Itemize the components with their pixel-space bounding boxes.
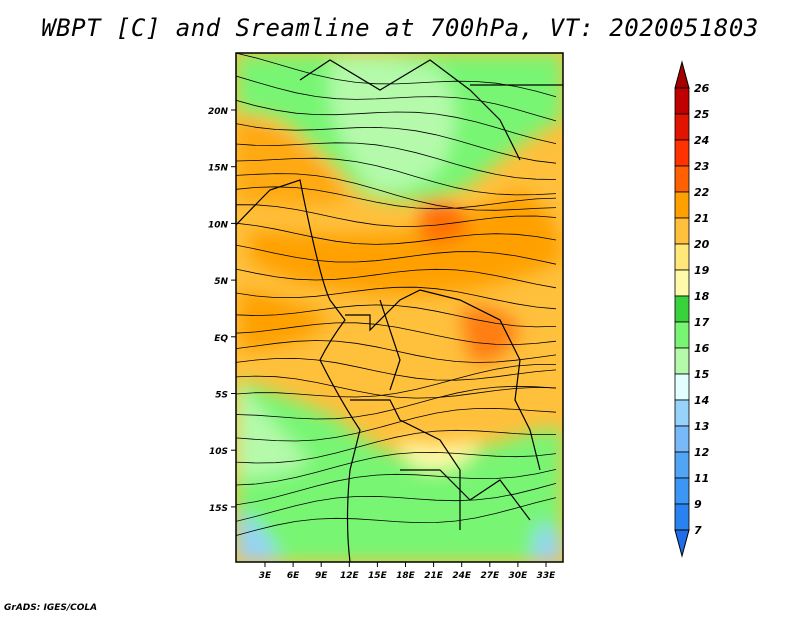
streamline (236, 364, 557, 402)
colorbar-arrow-up (674, 60, 690, 89)
plot-title: WBPT [C] and Sreamline at 700hPa, VT: 20… (41, 14, 759, 42)
latitude-axis: 20N 15N 10N 5N EQ 5S 10S 15S (208, 107, 236, 514)
colorbar-label: 22 (694, 186, 710, 199)
colorbar: 26 25 24 23 22 21 20 19 18 17 16 15 14 13 12 11 9 7 (674, 60, 710, 558)
streamline (236, 429, 557, 464)
streamline (236, 469, 557, 506)
colorbar-label: 14 (694, 394, 709, 407)
colorbar-segment (674, 113, 690, 141)
colorbar-label: 24 (694, 134, 709, 147)
colorbar-segment (674, 191, 690, 219)
colorbar-segment (674, 347, 690, 375)
credit-text: GrADS: IGES/COLA (4, 603, 98, 613)
lat-label: 5N (214, 277, 228, 287)
colorbar-label: 9 (694, 498, 702, 511)
lon-label: 3E (259, 571, 272, 581)
lat-label: 15N (208, 164, 229, 174)
streamline (236, 340, 557, 363)
colorbar-segment (674, 425, 690, 453)
country-borders (236, 59, 563, 562)
colorbar-segment (674, 87, 690, 115)
colorbar-label: 20 (694, 238, 710, 251)
colorbar-segment (674, 451, 690, 479)
streamline (236, 136, 557, 180)
lon-label: 24E (452, 571, 472, 581)
colorbar-label: 7 (694, 524, 702, 537)
streamline (236, 268, 557, 289)
colorbar-segment (674, 243, 690, 271)
lat-label: 5S (215, 391, 228, 401)
colorbar-segment (674, 295, 690, 323)
streamline (236, 186, 557, 210)
streamline (236, 222, 557, 245)
streamline (236, 244, 557, 265)
wbpt-field (236, 53, 563, 562)
lon-label: 9E (315, 571, 328, 581)
colorbar-label: 19 (694, 264, 710, 277)
lat-label: 20N (208, 107, 229, 117)
streamline (236, 98, 557, 144)
lat-label: 10S (209, 447, 228, 457)
colorbar-segment (674, 321, 690, 349)
streamline (236, 357, 557, 381)
lon-label: 30E (509, 571, 529, 581)
colorbar-segment (674, 503, 690, 531)
colorbar-label: 25 (694, 108, 710, 121)
colorbar-segment (674, 165, 690, 193)
lat-label: 15S (209, 504, 228, 514)
streamline (236, 117, 557, 164)
lon-label: 15E (368, 571, 388, 581)
streamline (236, 155, 557, 196)
colorbar-segment (674, 217, 690, 245)
streamline (236, 75, 557, 122)
streamline (236, 483, 557, 522)
colorbar-label: 16 (694, 342, 710, 355)
lon-label: 12E (340, 571, 360, 581)
colorbar-label: 17 (694, 316, 710, 329)
colorbar-label: 12 (694, 446, 710, 459)
colorbar-label: 15 (694, 368, 710, 381)
lon-label: 6E (287, 571, 300, 581)
colorbar-segment (674, 139, 690, 167)
colorbar-segment (674, 477, 690, 505)
streamline (236, 385, 557, 421)
colorbar-label: 13 (694, 420, 710, 433)
streamline (236, 407, 557, 442)
streamline (236, 451, 557, 486)
streamline (236, 204, 557, 227)
streamlines (236, 53, 557, 537)
streamline (236, 304, 557, 328)
streamline (236, 53, 557, 98)
lon-label: 18E (396, 571, 416, 581)
streamline (236, 497, 557, 537)
colorbar-segment (674, 269, 690, 297)
colorbar-label: 26 (694, 82, 710, 95)
colorbar-segment (674, 399, 690, 427)
lon-label: 21E (424, 571, 444, 581)
lat-label: 10N (208, 220, 229, 230)
streamline (236, 322, 557, 346)
streamline (236, 286, 557, 310)
lon-label: 33E (537, 571, 557, 581)
longitude-axis: 3E 6E 9E 12E 15E 18E 21E 24E 27E 30E 33E (259, 562, 556, 581)
streamline (236, 173, 557, 211)
streamline (236, 375, 557, 399)
colorbar-label: 21 (694, 212, 709, 225)
colorbar-arrow-down (674, 529, 690, 558)
map-frame (235, 52, 564, 563)
lon-label: 27E (480, 571, 500, 581)
lat-label: EQ (214, 334, 228, 344)
colorbar-label: 18 (694, 290, 710, 303)
colorbar-segment (674, 373, 690, 401)
colorbar-label: 11 (694, 472, 709, 485)
colorbar-label: 23 (694, 160, 710, 173)
